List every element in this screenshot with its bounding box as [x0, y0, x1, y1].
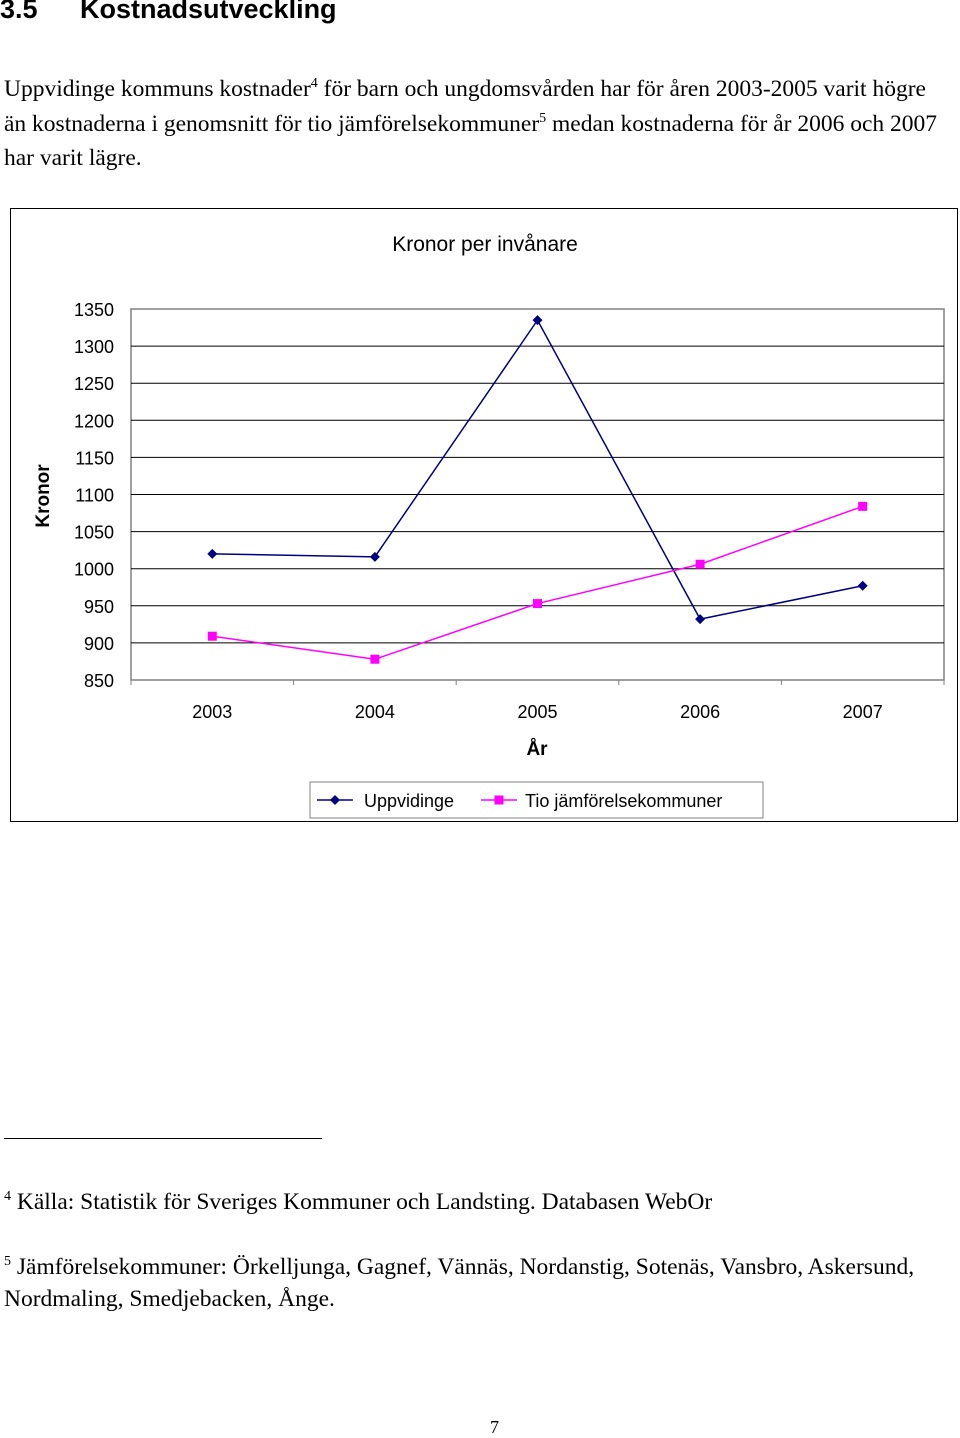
x-tick-label: 2006 — [680, 702, 720, 722]
y-tick-label: 1300 — [74, 337, 114, 357]
footnote-separator — [4, 1138, 322, 1139]
series-2 — [207, 501, 868, 664]
footnote-4-mark: 4 — [4, 1189, 11, 1204]
series-1-point — [695, 614, 706, 625]
intro-text-2: för barn och ungdomsvården har för åren … — [4, 76, 926, 137]
series-1-point — [207, 548, 218, 559]
section-title: Kostnadsutveckling — [80, 0, 337, 24]
y-tick-label: 1000 — [74, 560, 114, 580]
legend-entry-2: Tio jämförelsekommuner — [525, 791, 722, 811]
y-axis-ticks: 1350 1300 1250 1200 1150 1100 1050 1000 950 900 85… — [74, 300, 114, 691]
legend-entry-1: Uppvidinge — [364, 791, 454, 811]
y-tick-label: 1100 — [75, 486, 114, 506]
series-1-point — [857, 580, 868, 591]
plot-area — [130, 308, 945, 681]
x-tick-label: 2004 — [355, 702, 395, 722]
chart-title: Kronor per invånare — [392, 233, 578, 256]
legend-frame — [309, 781, 764, 819]
footnote-4: 4 Källa: Statistik för Sveriges Kommuner… — [4, 1186, 954, 1218]
series-2-point — [370, 654, 380, 664]
y-tick-label: 1250 — [74, 374, 114, 394]
chart-svg: Kronor per invånare 1350 1300 1250 1200 1150… — [33, 233, 945, 819]
series-layer — [207, 315, 868, 664]
series-1-line — [212, 318, 863, 621]
y-tick-label: 950 — [84, 597, 114, 617]
x-tick-label: 2005 — [517, 702, 557, 722]
page-number: 7 — [490, 1417, 499, 1437]
chart-legend: Uppvidinge Tio jämförelsekommuner — [309, 781, 764, 819]
intro-text-1: Uppvidinge kommuns kostnader — [4, 76, 311, 102]
footnote-5: 5 Jämförelsekommuner: Örkelljunga, Gagne… — [4, 1251, 954, 1315]
section-heading: 3.5 Kostnadsutveckling — [0, 0, 337, 25]
y-tick-label: 1200 — [74, 411, 114, 431]
y-axis-label: Kronor — [33, 464, 54, 528]
series-2-line — [212, 505, 863, 660]
series-2-point — [695, 559, 705, 569]
legend-swatch-marker — [330, 795, 340, 805]
series-1-point — [369, 551, 380, 562]
footnote-5-mark: 5 — [4, 1254, 11, 1269]
x-axis-ticks: 2003 2004 2005 2006 2007 — [130, 680, 945, 722]
y-tick-label: 1350 — [74, 300, 114, 320]
y-tick-label: 900 — [84, 634, 114, 654]
series-2-point — [207, 631, 217, 641]
x-axis-label: År — [526, 739, 548, 760]
y-tick-label: 1050 — [74, 523, 114, 543]
intro-paragraph: Uppvidinge kommuns kostnader4 för barn o… — [4, 72, 954, 176]
footnote-ref-4[interactable]: 4 — [310, 76, 318, 91]
legend-swatch-marker — [494, 795, 504, 805]
series-1 — [207, 315, 868, 625]
footnote-ref-5[interactable]: 5 — [539, 110, 547, 126]
section-number: 3.5 — [0, 0, 38, 24]
series-2-point — [858, 501, 868, 511]
y-tick-label: 850 — [84, 671, 114, 691]
cost-chart: Kronor per invånare 1350 1300 1250 1200 1150… — [10, 208, 958, 822]
footnote-4-text: Källa: Statistik för Sveriges Kommuner o… — [11, 1189, 713, 1215]
x-tick-label: 2007 — [843, 702, 883, 722]
footnote-5-text: Jämförelsekommuner: Örkelljunga, Gagnef,… — [4, 1254, 915, 1312]
intro-text-3: medan kostnaderna för år 2006 och 2007 h… — [4, 110, 938, 172]
x-tick-label: 2003 — [192, 702, 232, 722]
series-2-point — [533, 599, 542, 609]
series-1-point — [532, 315, 543, 326]
y-tick-label: 1150 — [75, 448, 114, 468]
